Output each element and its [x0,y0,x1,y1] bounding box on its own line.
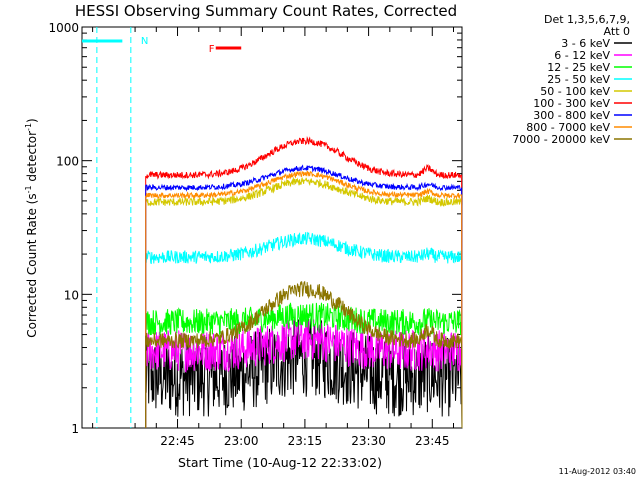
legend-entry-label: 25 - 50 keV [547,73,610,86]
legend-entry-label: 800 - 7000 keV [526,121,610,134]
x-axis-label: Start Time (10-Aug-12 22:33:02) [178,455,382,470]
legend-entry-label: 3 - 6 keV [561,37,610,50]
legend-entry-label: 100 - 300 keV [533,97,610,110]
series-line-800-7000-kev [145,170,463,429]
y-tick-label: 100 [56,155,79,169]
legend-entry-label: 7000 - 20000 keV [512,133,610,146]
y-axis-label: Corrected Count Rate (s-1 detector-1) [24,118,39,337]
y-tick-label: 1000 [48,21,79,35]
series-line-100-300-kev [145,135,463,429]
chart-title: HESSI Observing Summary Count Rates, Cor… [75,2,457,20]
svg-text:Corrected Count Rate (s-1 dete: Corrected Count Rate (s-1 detector-1) [24,118,39,337]
series-line-300-800-kev [145,164,463,429]
series-line-25-50-kev [145,231,463,429]
series-line-6-12-kev [145,318,463,429]
legend-entry-label: 300 - 800 keV [533,109,610,122]
y-tick-label: 10 [64,288,79,302]
x-tick-label: 23:45 [415,434,450,448]
x-tick-label: 23:15 [288,434,323,448]
series-line-3-6-kev [145,318,463,429]
x-tick-label: 22:45 [160,434,195,448]
x-tick-label: 23:00 [224,434,259,448]
legend-header: Att 0 [604,25,630,38]
series-line-12-25-kev [145,302,463,429]
legend-header: Det 1,3,5,6,7,9, [544,13,630,26]
legend-entry-label: 50 - 100 keV [540,85,610,98]
series-line-7000-20000-kev [145,280,463,429]
legend-entry-label: 6 - 12 keV [554,49,610,62]
series-line-50-100-kev [145,176,463,429]
x-tick-label: 23:30 [351,434,386,448]
flag-label-n: N [141,36,148,47]
footer-timestamp: 11-Aug-2012 03:40 [559,467,636,476]
legend-entry-label: 12 - 25 keV [547,61,610,74]
flag-label-f: F [209,44,215,55]
y-tick-label: 1 [71,422,79,436]
